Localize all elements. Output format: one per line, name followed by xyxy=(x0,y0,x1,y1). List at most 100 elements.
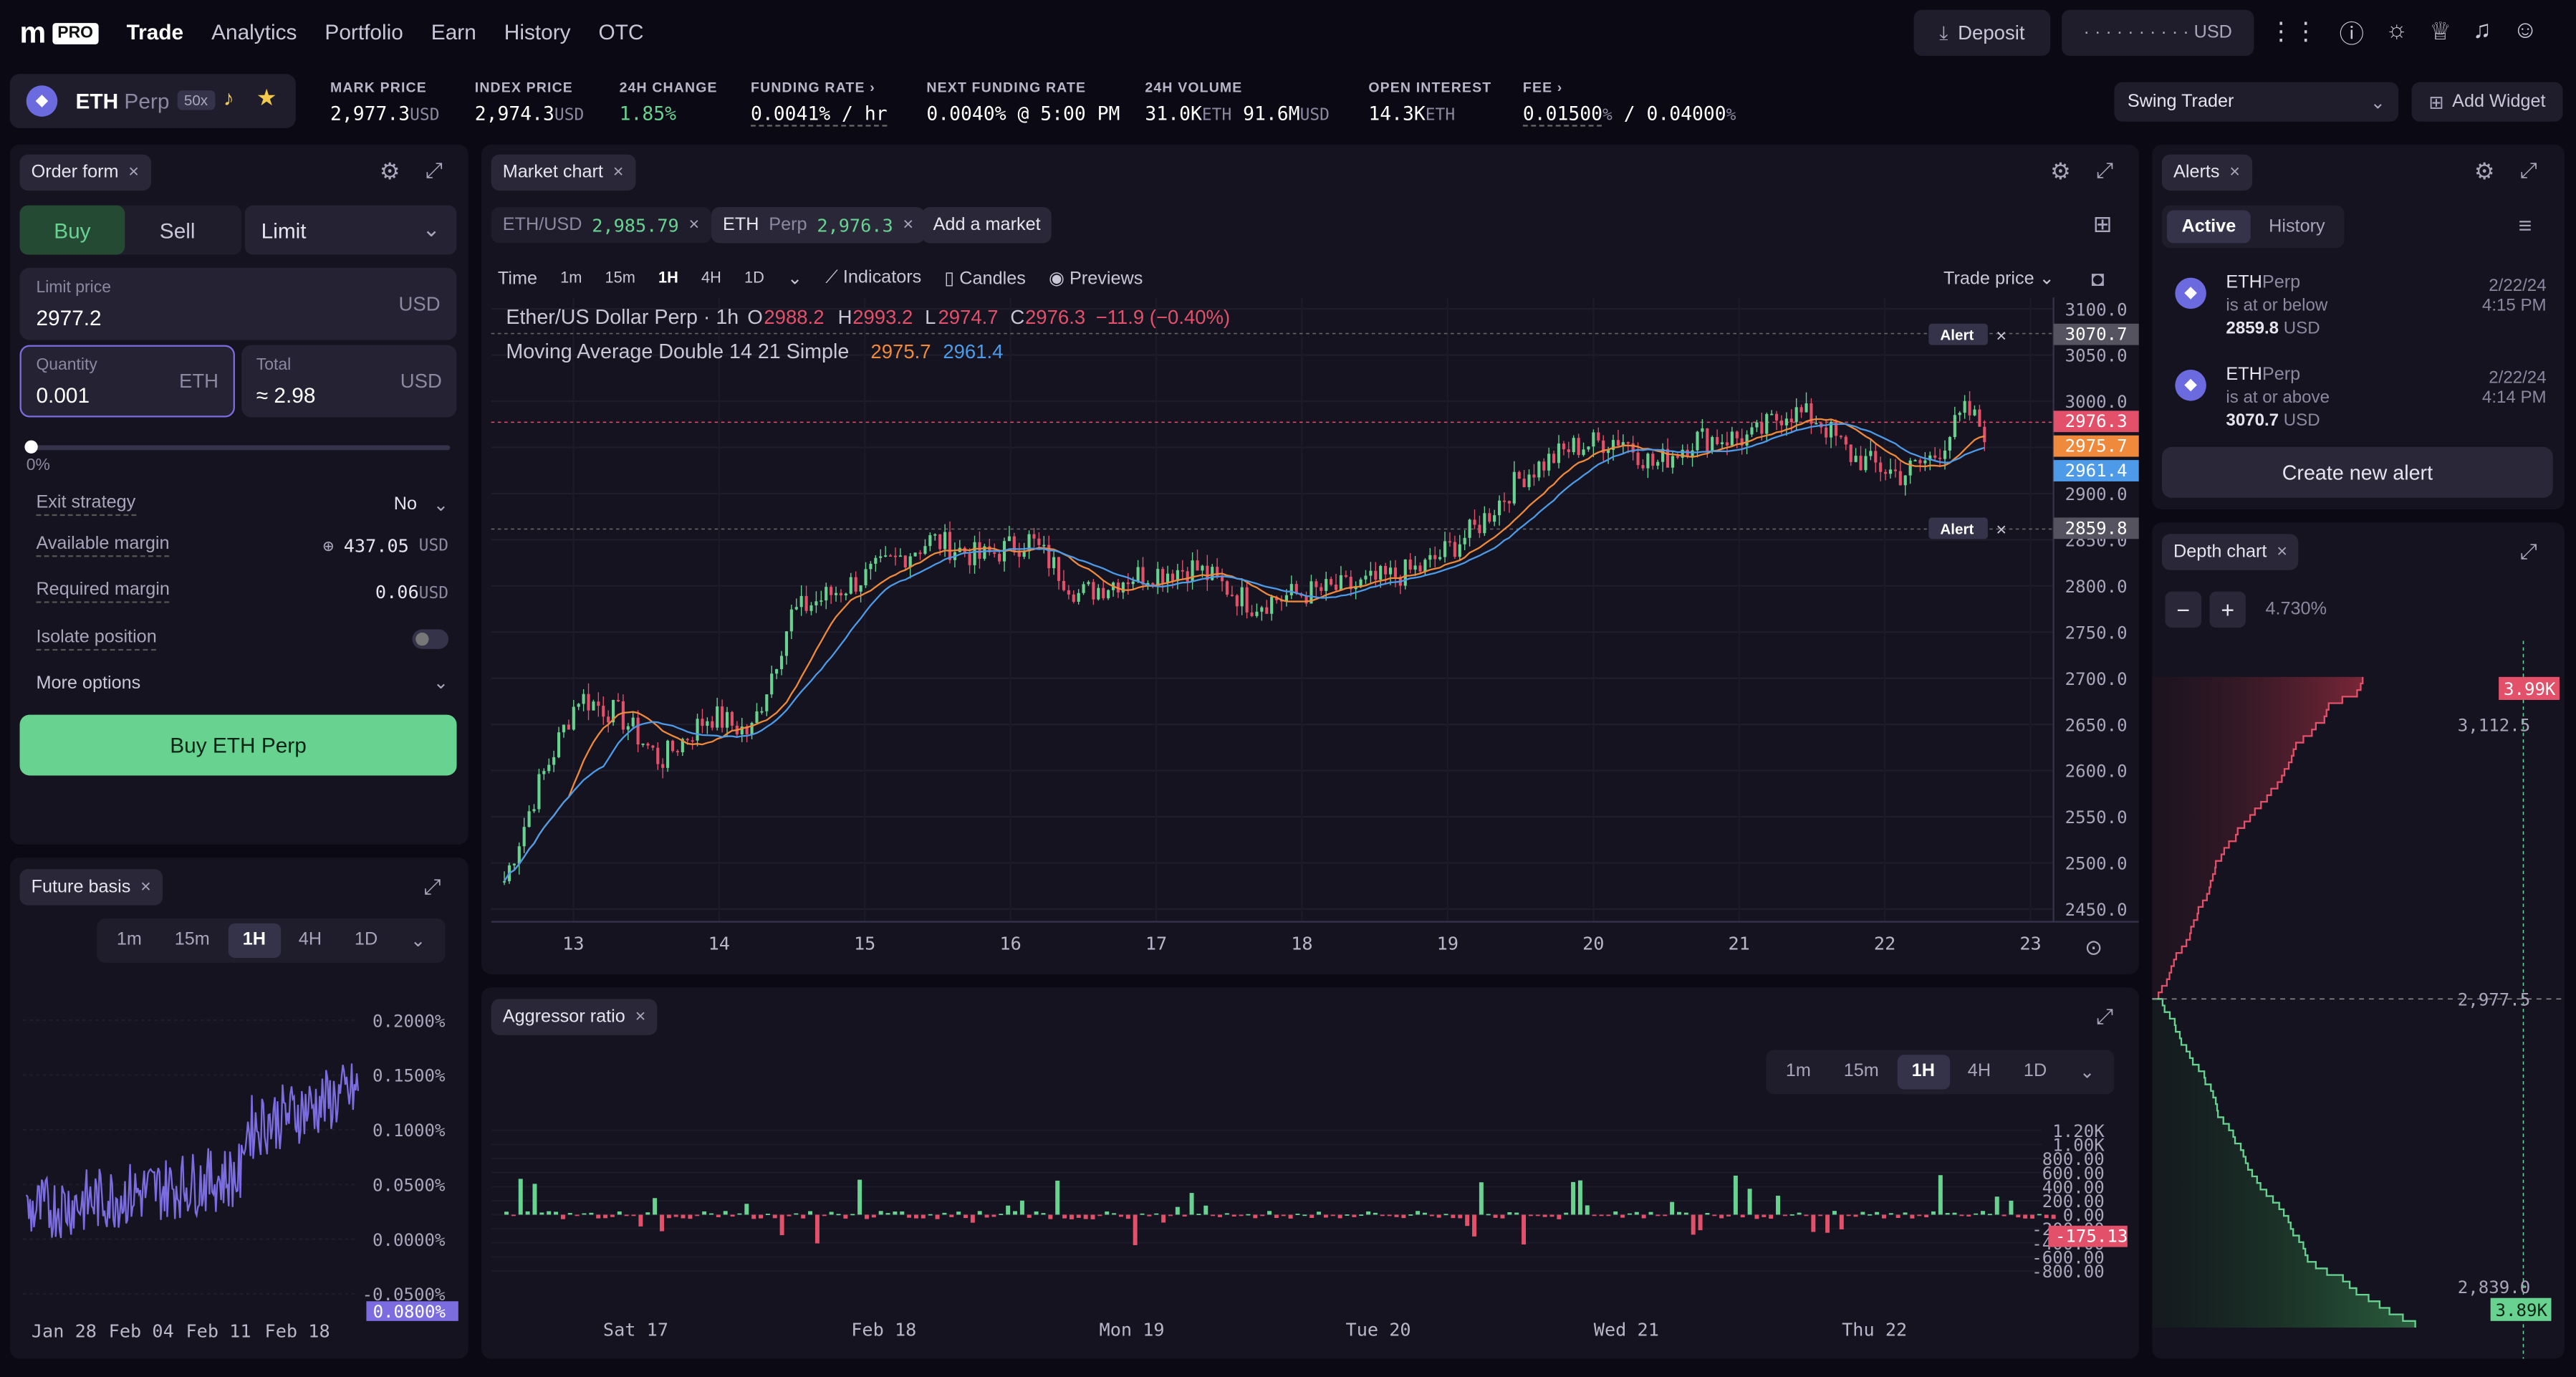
stat-funding-rate[interactable]: FUNDING RATE › 0.0041% / hr xyxy=(751,79,888,127)
tf-4h[interactable]: 4H xyxy=(1967,1061,1991,1081)
user-account-icon[interactable]: ☺ xyxy=(2512,16,2538,44)
settings-gear-icon[interactable]: ⚙ xyxy=(2050,158,2071,184)
alerts-tab[interactable]: Alerts × xyxy=(2161,154,2252,191)
more-options-row[interactable]: More options ⌄ xyxy=(36,672,448,694)
buy-submit-button[interactable]: Buy ETH Perp xyxy=(19,714,457,776)
expand-icon[interactable]: ⤢ xyxy=(2519,158,2537,183)
candles-button[interactable]: ▯ Candles xyxy=(944,269,1026,289)
chart-tf-4h[interactable]: 4H xyxy=(701,269,721,288)
notification-bell-icon[interactable]: ♫ xyxy=(2472,16,2491,44)
deposit-button[interactable]: ⤓ Deposit xyxy=(1913,9,2051,56)
chevron-down-icon[interactable]: ⌄ xyxy=(410,931,426,951)
quantity-value[interactable]: 0.001 xyxy=(36,383,90,408)
chart-tf-15m[interactable]: 15m xyxy=(605,269,635,288)
market-selector[interactable]: ◆ ETH Perp 50x ♪ ★ xyxy=(9,74,296,128)
close-icon[interactable]: × xyxy=(2277,542,2287,562)
order-type-select[interactable]: Limit ⌄ xyxy=(244,205,457,255)
previews-button[interactable]: ◉ Previews xyxy=(1048,269,1143,289)
layout-grid-icon[interactable]: ⊞ xyxy=(2092,210,2113,237)
alerts-history-tab[interactable]: History xyxy=(2269,216,2325,237)
nav-portfolio[interactable]: Portfolio xyxy=(325,19,403,44)
settings-gear-icon[interactable]: ⚙ xyxy=(379,158,400,184)
close-icon[interactable]: × xyxy=(688,215,700,235)
tf-15m[interactable]: 15m xyxy=(1843,1061,1879,1081)
tf-1h[interactable]: 1H xyxy=(228,923,281,958)
filter-list-icon[interactable]: ≡ xyxy=(2518,211,2532,239)
nav-history[interactable]: History xyxy=(504,19,571,44)
camera-screenshot-icon[interactable]: ◘ xyxy=(2091,266,2105,291)
isolate-position-toggle[interactable] xyxy=(412,629,449,649)
chart-tf-1h[interactable]: 1H xyxy=(658,269,678,288)
nav-earn[interactable]: Earn xyxy=(431,19,476,44)
chart-tf-1m[interactable]: 1m xyxy=(560,269,582,288)
alert-badge-lower[interactable] xyxy=(1928,517,1988,539)
add-margin-plus-icon[interactable]: ⊕ xyxy=(322,534,334,557)
future-basis-tab[interactable]: Future basis × xyxy=(19,869,163,906)
close-icon[interactable]: × xyxy=(612,163,624,183)
alert-item[interactable]: ◆ ETHPerp is at or above 3070.7 USD 2/22… xyxy=(2172,365,2553,437)
total-value[interactable]: ≈ 2.98 xyxy=(256,383,316,408)
tf-1m[interactable]: 1m xyxy=(116,930,142,950)
expand-icon[interactable]: ⤢ xyxy=(2096,1004,2114,1029)
favorite-star-icon[interactable]: ★ xyxy=(256,83,277,110)
balance-display[interactable]: · · · · · · · · · · USD xyxy=(2062,9,2254,56)
expand-icon[interactable]: ⤢ xyxy=(425,158,443,183)
brand-logo[interactable]: m PRO xyxy=(20,16,98,51)
limit-price-value[interactable]: 2977.2 xyxy=(36,305,102,330)
sell-tab[interactable]: Sell xyxy=(159,217,196,243)
nav-otc[interactable]: OTC xyxy=(598,19,644,44)
create-alert-button[interactable]: Create new alert xyxy=(2161,446,2553,498)
close-icon[interactable]: × xyxy=(140,877,151,898)
depth-chart-tab[interactable]: Depth chart × xyxy=(2161,534,2299,570)
tf-1m[interactable]: 1m xyxy=(1785,1061,1811,1081)
market-tab-eth-perp[interactable]: ETH Perp 2,976.3 × xyxy=(711,206,926,244)
alert-remove-lower-icon[interactable]: × xyxy=(1996,520,2007,540)
stat-fee[interactable]: FEE › 0.01500% / 0.04000% xyxy=(1522,79,1736,127)
total-field[interactable]: Total ≈ 2.98 USD xyxy=(241,345,457,418)
chevron-down-icon[interactable]: ⌄ xyxy=(787,269,803,289)
market-tab-eth-usd[interactable]: ETH/USD 2,985.79 × xyxy=(491,206,711,244)
zoom-out-button[interactable]: − xyxy=(2165,591,2202,628)
expand-icon[interactable]: ⤢ xyxy=(2519,539,2537,564)
market-chart-tab[interactable]: Market chart × xyxy=(491,154,635,191)
settings-gear-icon[interactable]: ⚙ xyxy=(2474,158,2495,184)
alert-remove-upper-icon[interactable]: × xyxy=(1996,326,2007,346)
exit-strategy-row[interactable]: Exit strategy No ⌄ xyxy=(36,493,448,517)
trophy-icon[interactable]: ♕ xyxy=(2429,18,2452,47)
tf-15m[interactable]: 15m xyxy=(174,930,210,950)
alert-badge-upper[interactable] xyxy=(1928,323,1988,345)
tf-1h[interactable]: 1H xyxy=(1897,1055,1950,1090)
size-slider-handle[interactable] xyxy=(24,440,38,454)
close-icon[interactable]: × xyxy=(2229,163,2241,183)
apps-grid-icon[interactable]: ⋮⋮ xyxy=(2269,18,2318,47)
tf-1d[interactable]: 1D xyxy=(354,930,378,950)
chart-tf-1d[interactable]: 1D xyxy=(744,269,764,288)
size-slider[interactable] xyxy=(26,445,451,451)
order-form-tab[interactable]: Order form × xyxy=(19,154,151,191)
add-widget-button[interactable]: ⊞ Add Widget xyxy=(2411,82,2563,122)
nav-analytics[interactable]: Analytics xyxy=(211,19,297,44)
add-market-button[interactable]: Add a market xyxy=(921,206,1052,244)
trade-price-select[interactable]: Trade price ⌄ xyxy=(1943,269,2054,289)
expand-icon[interactable]: ⤢ xyxy=(2096,158,2114,183)
close-icon[interactable]: × xyxy=(128,163,140,183)
quantity-field[interactable]: Quantity 0.001 ETH xyxy=(19,345,235,418)
aggressor-ratio-tab[interactable]: Aggressor ratio × xyxy=(491,999,658,1035)
price-alert-bell-icon[interactable]: ♪ xyxy=(223,85,234,110)
buy-tab[interactable]: Buy xyxy=(19,205,125,255)
tf-4h[interactable]: 4H xyxy=(298,930,322,950)
tf-1d[interactable]: 1D xyxy=(2023,1061,2047,1081)
close-icon[interactable]: × xyxy=(903,215,914,235)
chevron-down-icon[interactable]: ⌄ xyxy=(2080,1062,2095,1083)
nav-trade[interactable]: Trade xyxy=(126,19,184,44)
expand-icon[interactable]: ⤢ xyxy=(423,874,441,899)
time-axis-settings-icon[interactable]: ⊙ xyxy=(2085,936,2102,959)
help-icon[interactable]: ⓘ xyxy=(2339,21,2365,49)
layout-select[interactable]: Swing Trader ⌄ xyxy=(2114,82,2399,122)
alerts-active-tab[interactable]: Active xyxy=(2166,210,2251,244)
zoom-in-button[interactable]: + xyxy=(2209,591,2246,628)
alert-item[interactable]: ◆ ETHPerp is at or below 2859.8 USD 2/22… xyxy=(2172,273,2553,345)
indicators-button[interactable]: ⟋ Indicators xyxy=(825,267,922,288)
close-icon[interactable]: × xyxy=(635,1007,646,1027)
theme-sun-icon[interactable]: ☼ xyxy=(2385,16,2408,44)
